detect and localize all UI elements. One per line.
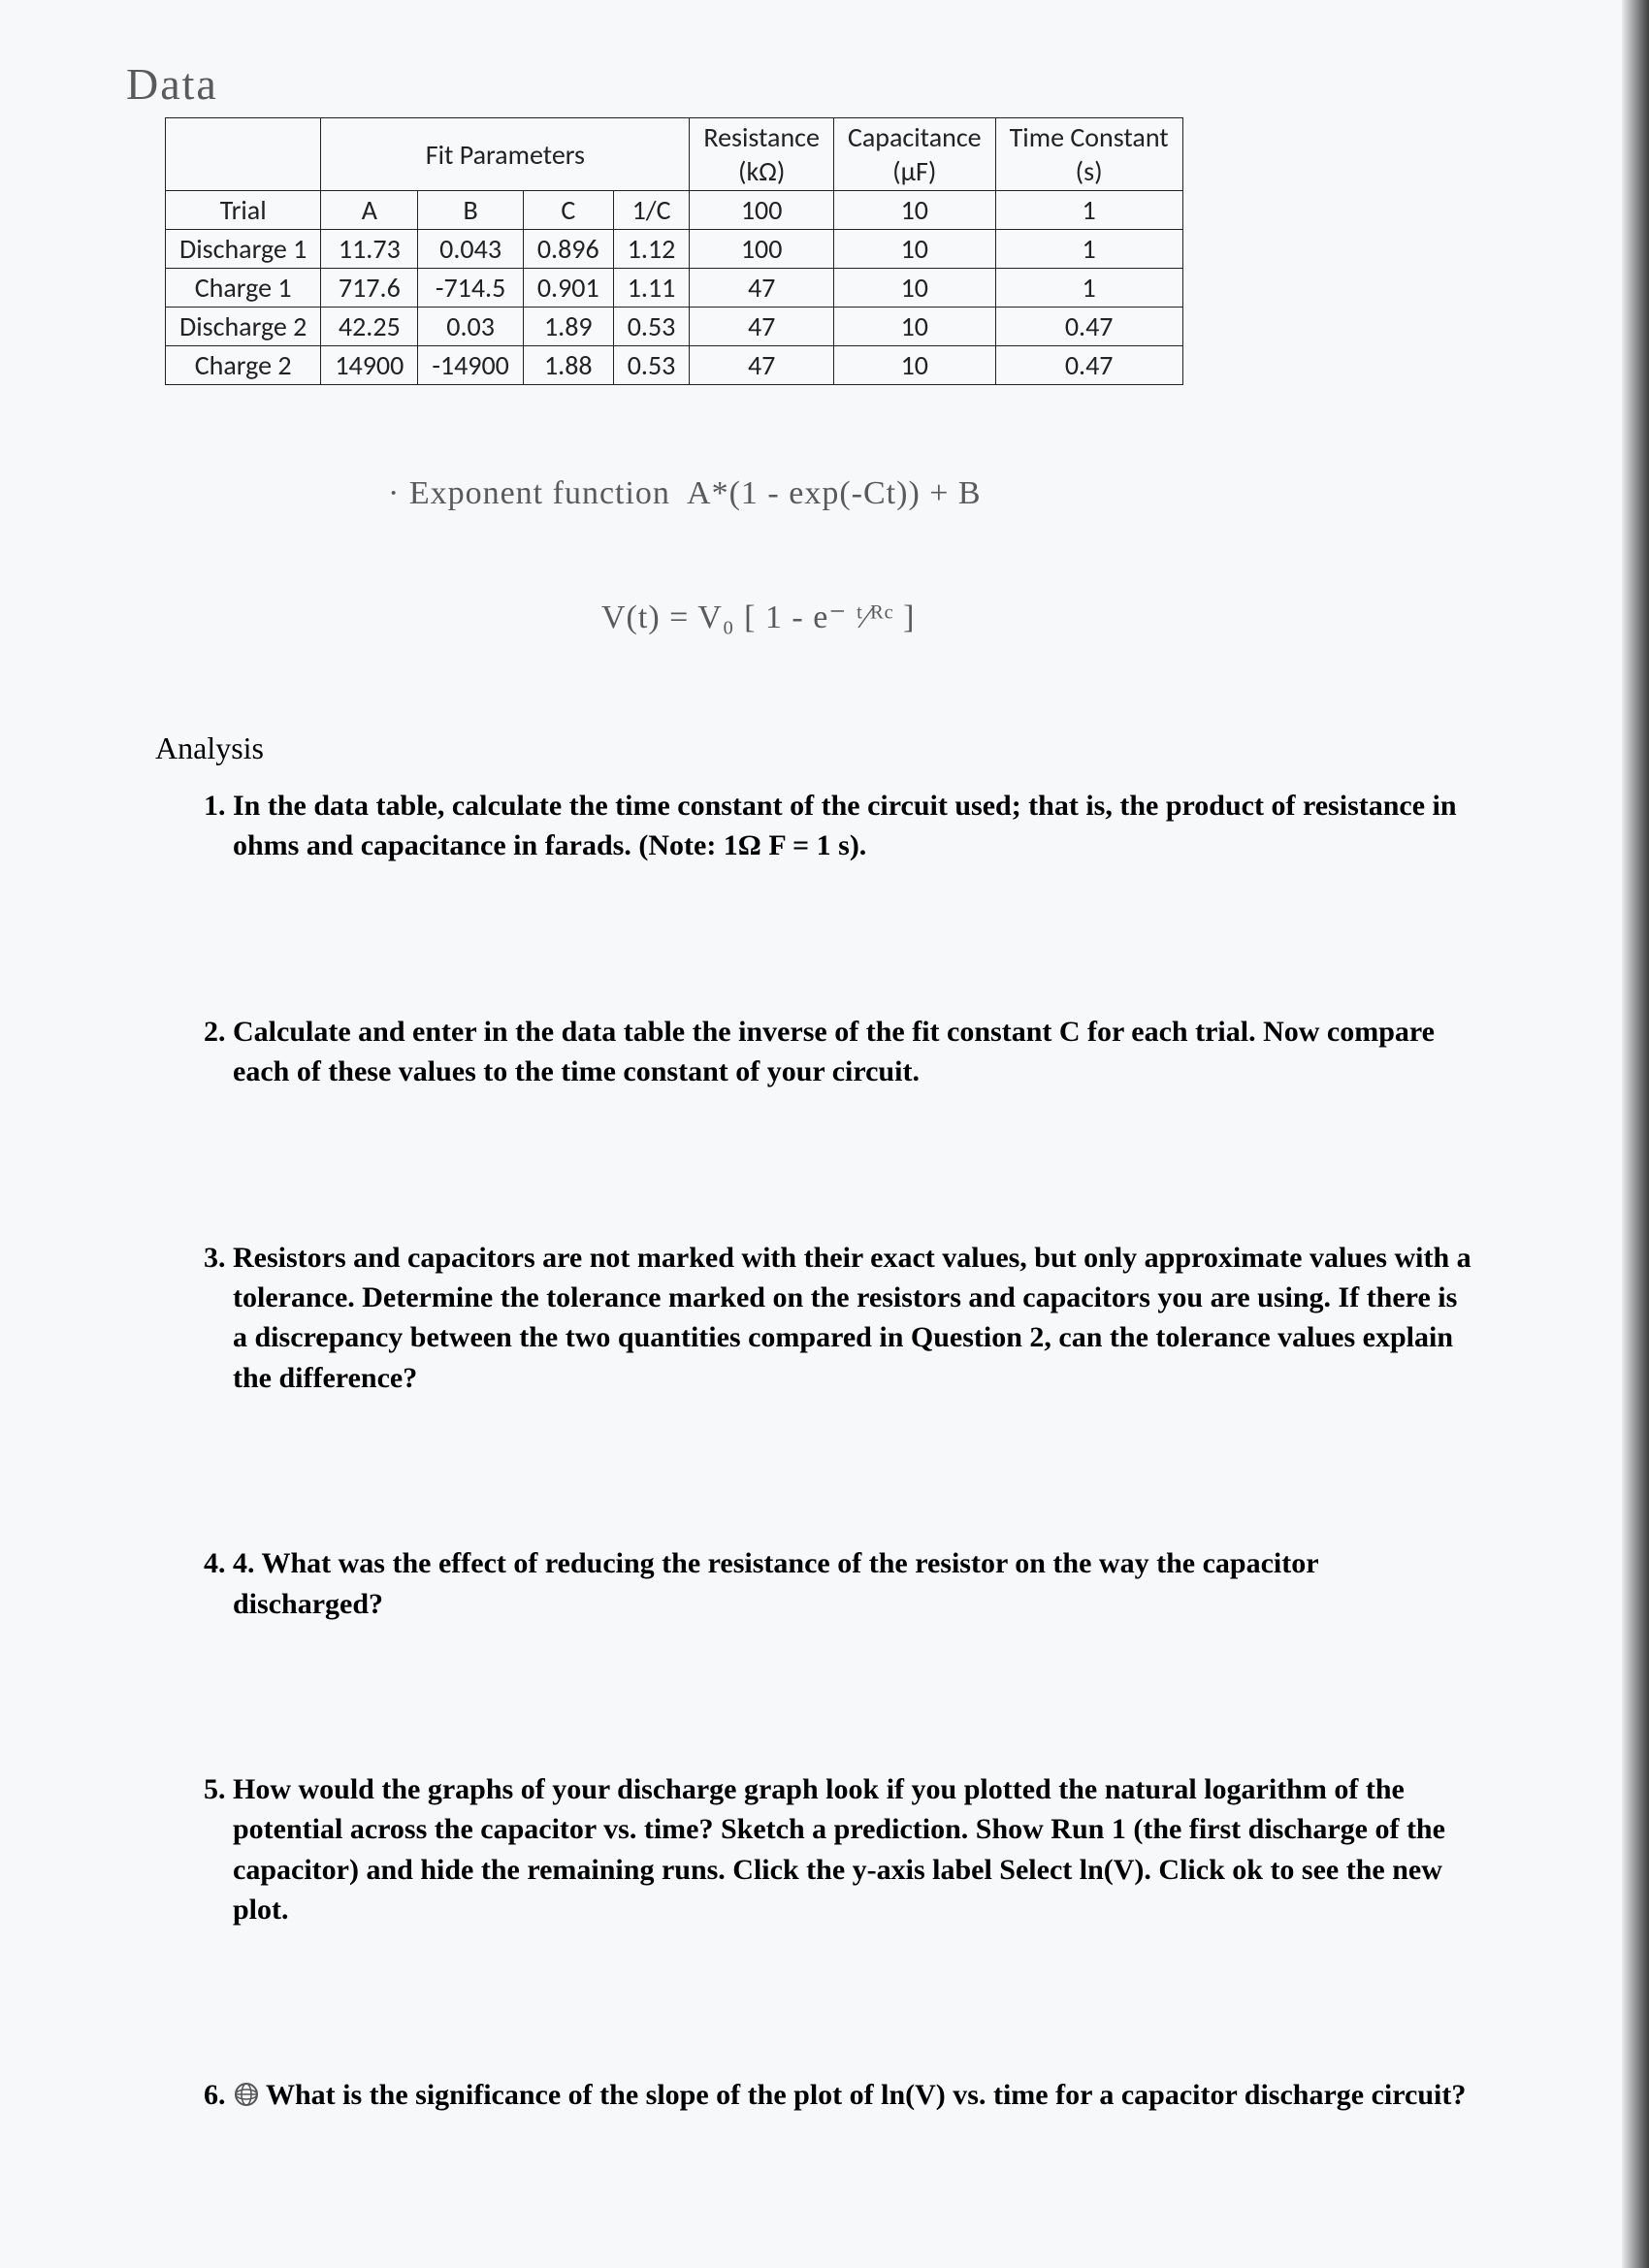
analysis-questions: In the data table, calculate the time co…: [233, 786, 1533, 2120]
table-header-row-1: Fit Parameters Resistance (kΩ) Capacitan…: [166, 118, 1183, 191]
header-blank: [166, 118, 321, 191]
header-resistance: Resistance (kΩ): [690, 118, 834, 191]
handwritten-formula-line1: · Exponent function A*(1 - exp(-Ct)) + B: [388, 473, 1533, 515]
cell-A: 42.25: [321, 308, 418, 346]
cell-C: 0.901: [523, 269, 613, 308]
handwritten-title: Data: [126, 58, 1533, 110]
cell-C: 1.89: [523, 308, 613, 346]
header-capacitance: Capacitance (µF): [833, 118, 995, 191]
cell-R: 47: [690, 269, 834, 308]
question-6: What is the significance of the slope of…: [233, 2075, 1474, 2119]
scan-shadow-edge: [1622, 0, 1649, 2268]
table-row: Discharge 1 11.73 0.043 0.896 1.12 100 1…: [166, 230, 1183, 269]
handwritten-formula-line2: V(t) = V₀ [ 1 - e⁻ ᵗ⁄ᴿᶜ ]: [601, 598, 1533, 639]
cell-A: 717.6: [321, 269, 418, 308]
cell-Cap: 10: [833, 230, 995, 269]
cell-trial: Discharge 2: [166, 308, 321, 346]
question-4: 4. What was the effect of reducing the r…: [233, 1543, 1474, 1624]
cell-Cap: 10: [833, 308, 995, 346]
cell-tau: 1: [995, 269, 1182, 308]
cell-tau: 0.47: [995, 346, 1182, 385]
globe-icon: [233, 2079, 260, 2119]
cell-invC: 0.53: [613, 308, 690, 346]
cell-Cap: 10: [833, 346, 995, 385]
cell-A: 11.73: [321, 230, 418, 269]
question-3: Resistors and capacitors are not marked …: [233, 1238, 1474, 1399]
cell-invC: 1.12: [613, 230, 690, 269]
subheader-1overC: 1/C: [613, 191, 690, 230]
cell-trial: Discharge 1: [166, 230, 321, 269]
header-timeconstant-unit: (s): [1076, 154, 1103, 188]
subheader-B: B: [418, 191, 524, 230]
cell-B: 0.043: [418, 230, 524, 269]
cell-trial: Charge 1: [166, 269, 321, 308]
cell-tau: 1: [995, 230, 1182, 269]
table-row: Charge 1 717.6 -714.5 0.901 1.11 47 10 1: [166, 269, 1183, 308]
cell-B: 0.03: [418, 308, 524, 346]
table-row: Charge 2 14900 -14900 1.88 0.53 47 10 0.…: [166, 346, 1183, 385]
data-table: Fit Parameters Resistance (kΩ) Capacitan…: [165, 117, 1183, 385]
cell-tau: 0.47: [995, 308, 1182, 346]
subheader-trial: Trial: [166, 191, 321, 230]
cell-B: -714.5: [418, 269, 524, 308]
table-header-row-2: Trial A B C 1/C 100 10 1: [166, 191, 1183, 230]
header-capacitance-unit: (µF): [892, 154, 936, 188]
header-capacitance-label: Capacitance: [848, 120, 982, 154]
cell-A: 14900: [321, 346, 418, 385]
cell-R: 47: [690, 308, 834, 346]
cell-R: 100: [690, 230, 834, 269]
cell-C: 1.88: [523, 346, 613, 385]
cell-trial: Charge 2: [166, 346, 321, 385]
table-row: Discharge 2 42.25 0.03 1.89 0.53 47 10 0…: [166, 308, 1183, 346]
subheader-A: A: [321, 191, 418, 230]
cell-Cap-top: 10: [833, 191, 995, 230]
cell-invC: 0.53: [613, 346, 690, 385]
header-resistance-unit: (kΩ): [738, 154, 785, 188]
handwritten-formula: · Exponent function A*(1 - exp(-Ct)) + B…: [388, 391, 1533, 721]
question-2: Calculate and enter in the data table th…: [233, 1012, 1474, 1092]
question-5: How would the graphs of your discharge g…: [233, 1769, 1474, 1930]
question-1: In the data table, calculate the time co…: [233, 786, 1474, 866]
cell-R: 47: [690, 346, 834, 385]
page: Data Fit Parameters Resistance (kΩ) Capa…: [0, 0, 1649, 2268]
question-6-text: What is the significance of the slope of…: [266, 2079, 1466, 2111]
subheader-C: C: [523, 191, 613, 230]
analysis-heading: Analysis: [155, 730, 1533, 766]
cell-R-top: 100: [690, 191, 834, 230]
cell-tau-top: 1: [995, 191, 1182, 230]
header-resistance-label: Resistance: [703, 120, 820, 154]
header-timeconstant: Time Constant (s): [995, 118, 1182, 191]
cell-C: 0.896: [523, 230, 613, 269]
cell-Cap: 10: [833, 269, 995, 308]
header-fit-parameters: Fit Parameters: [321, 118, 690, 191]
header-timeconstant-label: Time Constant: [1010, 120, 1169, 154]
cell-invC: 1.11: [613, 269, 690, 308]
cell-B: -14900: [418, 346, 524, 385]
